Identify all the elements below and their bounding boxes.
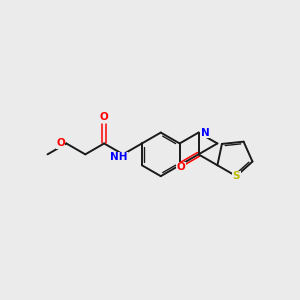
Text: O: O — [100, 112, 109, 122]
Text: S: S — [232, 171, 240, 181]
Text: NH: NH — [110, 152, 128, 162]
Text: O: O — [176, 162, 185, 172]
Text: N: N — [201, 128, 210, 138]
Text: O: O — [56, 139, 65, 148]
